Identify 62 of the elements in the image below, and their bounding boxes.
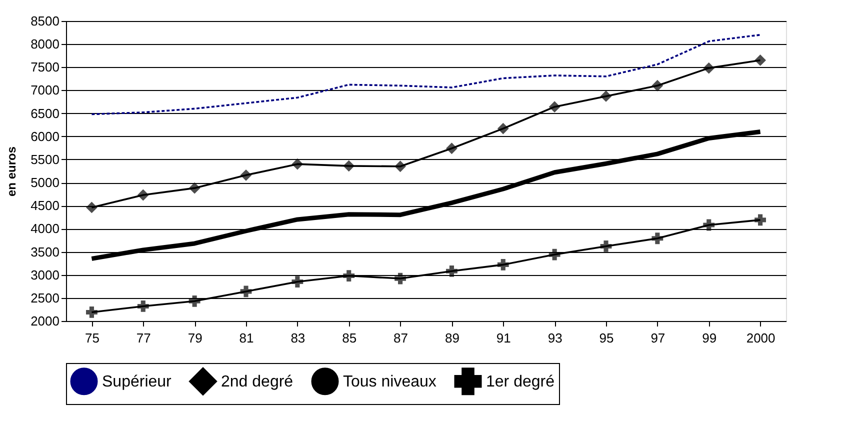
y-tick-label: 4500	[30, 198, 60, 214]
x-tick-label: 95	[599, 330, 614, 346]
point	[240, 286, 252, 298]
y-tick-label: 8500	[30, 14, 60, 28]
y-tick-label: 6000	[30, 128, 60, 144]
legend-label: 1er degré	[486, 373, 555, 390]
x-tick-label: 75	[84, 330, 100, 346]
x-tick-label: 93	[548, 330, 562, 346]
point	[446, 265, 458, 277]
x-tick-label: 81	[239, 330, 254, 346]
legend-label: Supérieur	[102, 373, 172, 390]
y-tick-label: 6500	[30, 106, 60, 121]
point	[343, 270, 355, 282]
y-tick-label: 3500	[30, 244, 60, 260]
y-axis-title: en euros	[4, 146, 19, 197]
point	[703, 219, 715, 231]
point	[446, 142, 458, 154]
point	[188, 295, 200, 307]
point	[600, 90, 612, 102]
line-series	[90, 34, 762, 116]
point	[548, 248, 560, 260]
legend-label: 2nd degré	[221, 373, 294, 390]
x-tick-label: 99	[702, 330, 717, 346]
y-tick-label: 7000	[30, 82, 60, 98]
y-tick-label: 8000	[30, 36, 60, 52]
point	[137, 189, 149, 201]
legend-label: Tous niveaux	[343, 373, 436, 390]
point	[652, 80, 664, 92]
x-tick-label: 87	[394, 330, 408, 346]
point	[703, 62, 715, 74]
point	[652, 232, 664, 244]
point	[343, 160, 355, 172]
y-tick-label: 3000	[30, 267, 60, 282]
y-tick-label: 4000	[30, 221, 60, 236]
point	[754, 214, 766, 226]
y-tick-label: 7500	[30, 60, 60, 75]
y-tick-label: 5500	[30, 152, 60, 167]
point	[240, 169, 252, 181]
x-tick-label: 77	[136, 330, 151, 346]
y-tick-label: 2000	[30, 314, 60, 328]
x-tick-label: 79	[188, 330, 202, 346]
x-tick-label: 2000	[746, 330, 776, 346]
point	[137, 300, 149, 312]
x-tick-label: 97	[650, 330, 666, 346]
point	[497, 258, 509, 270]
x-tick-label: 85	[342, 330, 357, 346]
point	[188, 182, 200, 194]
point	[292, 276, 304, 288]
y-tick-label: 2500	[30, 290, 60, 306]
point	[292, 158, 304, 170]
point	[86, 306, 98, 318]
point	[394, 272, 406, 284]
point	[497, 122, 509, 134]
x-tick-label: 91	[496, 330, 511, 346]
point	[600, 240, 612, 252]
point	[548, 101, 560, 113]
point	[754, 54, 766, 66]
x-tick-label: 89	[444, 330, 460, 346]
point	[86, 202, 98, 214]
point	[394, 160, 406, 172]
y-tick-label: 5000	[30, 175, 60, 190]
x-tick-label: 83	[290, 330, 306, 346]
